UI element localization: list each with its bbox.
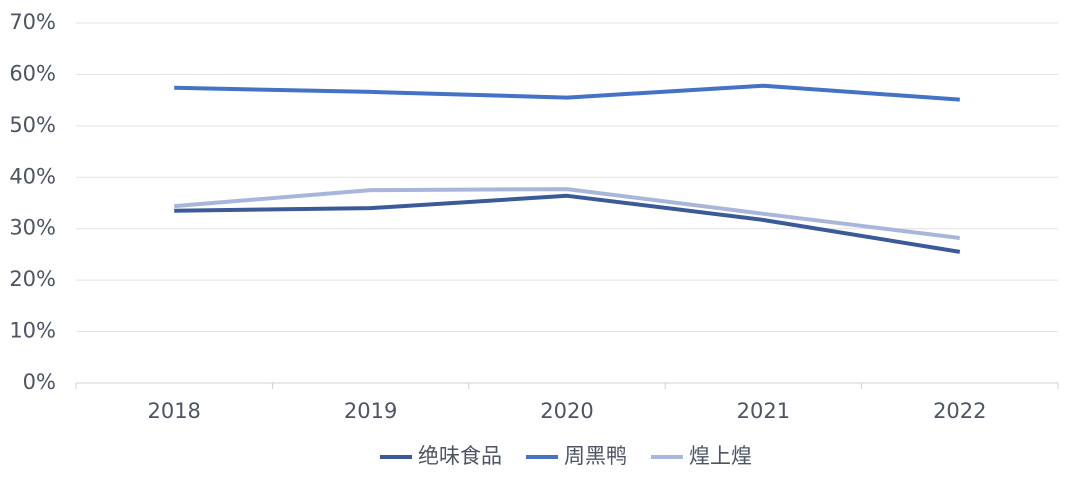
y-tick-label: 0%: [23, 370, 56, 394]
x-tick-label: 2021: [737, 399, 790, 423]
legend-label: 周黑鸭: [564, 444, 627, 468]
y-tick-label: 40%: [9, 164, 56, 188]
y-tick-label: 70%: [9, 10, 56, 34]
x-tick-label: 2022: [933, 399, 986, 423]
y-tick-label: 60%: [9, 61, 56, 85]
y-tick-label: 10%: [9, 319, 56, 343]
legend-label: 煌上煌: [689, 444, 752, 468]
series-line: [174, 83, 960, 102]
y-tick-label: 20%: [9, 267, 56, 291]
y-tick-label: 50%: [9, 113, 56, 137]
series-line: [174, 193, 961, 254]
y-tick-label: 30%: [9, 216, 56, 240]
x-tick-label: 2018: [147, 399, 200, 423]
x-tick-label: 2020: [540, 399, 593, 423]
x-tick-label: 2019: [344, 399, 397, 423]
series-line: [174, 187, 961, 240]
legend-label: 绝味食品: [418, 444, 502, 468]
